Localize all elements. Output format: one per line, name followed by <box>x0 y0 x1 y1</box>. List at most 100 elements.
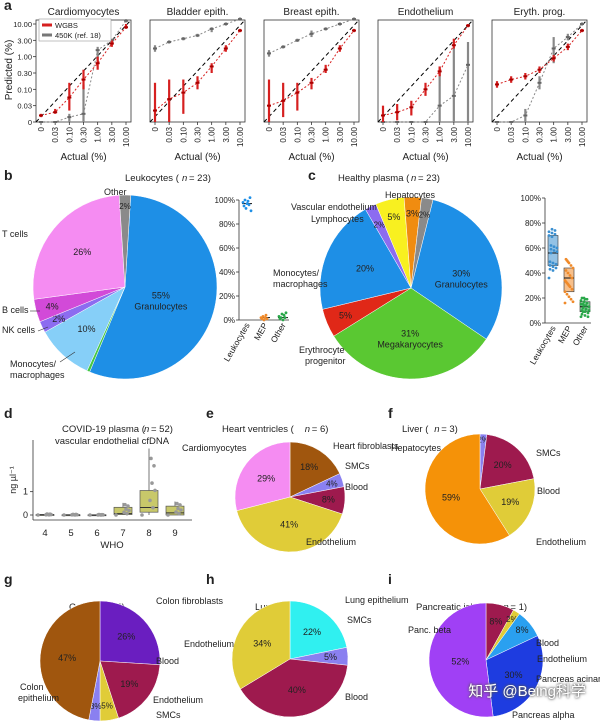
strip-point <box>564 257 568 261</box>
pie-slice-endothelium <box>479 478 536 536</box>
point-450k <box>437 104 442 107</box>
xlabel-actual: Actual (%) <box>60 152 106 163</box>
strip-point <box>242 204 246 208</box>
label-blood: Blood <box>345 692 368 702</box>
pie-pct-colon-fibroblasts: 26% <box>117 631 135 641</box>
label-epithelium: epithelium <box>18 693 59 703</box>
strip-point <box>552 245 556 249</box>
point-450k <box>466 63 470 66</box>
point-wgbs <box>81 78 86 81</box>
strip-y-tick-label: 0% <box>529 319 541 328</box>
point-wgbs <box>423 88 428 91</box>
strip-point <box>567 284 571 287</box>
subplot-title-eryth-prog: Eryth. prog. <box>514 7 566 18</box>
strip-category-leukocytes: Leukocytes <box>222 321 252 363</box>
series-wgbs-line <box>268 30 355 107</box>
point-wgbs <box>295 91 300 94</box>
point-wgbs <box>437 70 442 73</box>
pie-pct-granulocytes: 55% <box>152 290 170 300</box>
x-tick-label: 0 <box>265 126 274 131</box>
x-tick-label: 0 <box>493 126 502 131</box>
pie-pct-pancreas-acinar: 8% <box>516 625 529 635</box>
x-tick-label: 10.00 <box>464 126 473 147</box>
pie-slice-colon-fibroblasts <box>99 600 161 666</box>
box-point <box>96 513 100 517</box>
point-450k <box>39 121 43 123</box>
label-colon-fibroblasts: Colon fibroblasts <box>156 596 224 606</box>
pie-pct-erythrocyte-progenitor: 5% <box>339 310 352 320</box>
point-wgbs <box>523 75 528 78</box>
point-450k <box>95 49 100 52</box>
point-wgbs <box>309 81 314 84</box>
x-tick-label: 0 <box>151 126 160 131</box>
x-tick-label: 5 <box>68 528 73 539</box>
point-450k <box>53 121 58 123</box>
label-lung-epithelium: Lung epithelium <box>345 595 409 605</box>
point-wgbs <box>352 29 356 32</box>
strip-point <box>262 318 266 322</box>
strip-point <box>570 287 574 291</box>
strip-point <box>570 276 574 280</box>
legend-box <box>38 18 112 42</box>
point-wgbs <box>281 99 286 102</box>
y-tick-label: 0 <box>23 510 28 520</box>
title-heart-ventricles-n: n <box>305 424 310 435</box>
box-point <box>123 502 127 507</box>
point-450k <box>451 94 456 97</box>
strip-y-tick-label: 60% <box>525 244 541 253</box>
panel-letter-h: h <box>206 571 215 587</box>
point-450k <box>509 121 514 123</box>
strip-point <box>246 199 250 203</box>
box-point <box>176 506 180 511</box>
pie-slice-other <box>118 194 132 288</box>
label-pancreas-alpha: Pancreas alpha <box>512 710 575 720</box>
x-tick-label: 7 <box>120 528 125 539</box>
pie-slice-blank <box>410 197 434 289</box>
strip-point <box>569 264 573 267</box>
point-450k <box>309 32 314 35</box>
strip-point <box>567 295 571 299</box>
subtitle-vascular-endothelial: vascular endothelial cfDNA <box>55 436 170 447</box>
strip-point <box>551 269 555 272</box>
pie-slice-colon-epithelium <box>39 600 101 721</box>
box-point <box>140 513 144 517</box>
strip-point <box>244 207 248 210</box>
x-tick-label: 1.00 <box>322 126 331 142</box>
x-tick-label: 1.00 <box>550 126 559 142</box>
strip-point <box>584 307 588 311</box>
strip-point <box>548 267 552 271</box>
pie-pct-smcs: 5% <box>324 652 337 662</box>
ylabel-ng: ng µl⁻¹ <box>8 466 18 493</box>
point-450k <box>352 18 356 21</box>
panel-letter-d: d <box>4 405 13 421</box>
strip-point <box>583 310 587 314</box>
identity-line <box>263 19 360 123</box>
strip-point <box>552 249 556 252</box>
strip-point <box>571 266 575 270</box>
pie-pct-endothelium: 19% <box>501 497 519 507</box>
strip-point <box>249 209 253 213</box>
point-450k <box>67 116 72 119</box>
strip-point <box>555 250 559 254</box>
point-450k <box>195 34 200 37</box>
x-tick-label: 0.30 <box>308 126 317 142</box>
label-hepatocytes: Hepatocytes <box>391 443 442 453</box>
point-450k <box>223 23 228 25</box>
strip-point <box>584 304 588 307</box>
strip-point <box>566 271 570 275</box>
x-tick-label: 0.10 <box>179 126 188 142</box>
x-tick-label: 10.00 <box>236 126 245 147</box>
pie-pct-hepatocytes: 3% <box>406 208 419 218</box>
label-erythrocyte: Erythrocyte <box>299 345 345 355</box>
point-wgbs <box>153 109 157 112</box>
point-wgbs <box>381 114 385 117</box>
label-blood: Blood <box>345 482 368 492</box>
pie-pct-nk-cells: 2% <box>52 314 65 324</box>
pie-pct-endothelium: 5% <box>101 701 113 710</box>
pie-pct-endothelium: 34% <box>253 638 271 648</box>
strip-category-other: Other <box>570 324 589 348</box>
strip-point <box>264 313 268 317</box>
strip-point <box>551 261 555 265</box>
pie-pct-blood: 8% <box>489 616 502 626</box>
strip-point <box>563 279 567 282</box>
